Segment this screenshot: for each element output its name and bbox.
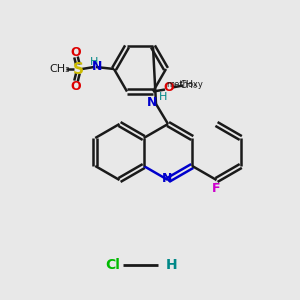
Text: N: N bbox=[162, 172, 172, 185]
Text: methoxy: methoxy bbox=[167, 80, 203, 89]
Text: S: S bbox=[73, 61, 83, 76]
Text: O: O bbox=[71, 46, 81, 59]
Text: H: H bbox=[166, 258, 178, 272]
Text: Cl: Cl bbox=[106, 258, 120, 272]
Text: N: N bbox=[92, 61, 102, 74]
Text: CH₃: CH₃ bbox=[180, 80, 198, 89]
Text: H: H bbox=[90, 57, 98, 67]
Text: N: N bbox=[147, 95, 157, 109]
Text: F: F bbox=[212, 182, 221, 194]
Text: H: H bbox=[159, 92, 167, 102]
Text: O: O bbox=[164, 81, 174, 94]
Text: O: O bbox=[71, 80, 81, 92]
Text: CH₃: CH₃ bbox=[50, 64, 70, 74]
